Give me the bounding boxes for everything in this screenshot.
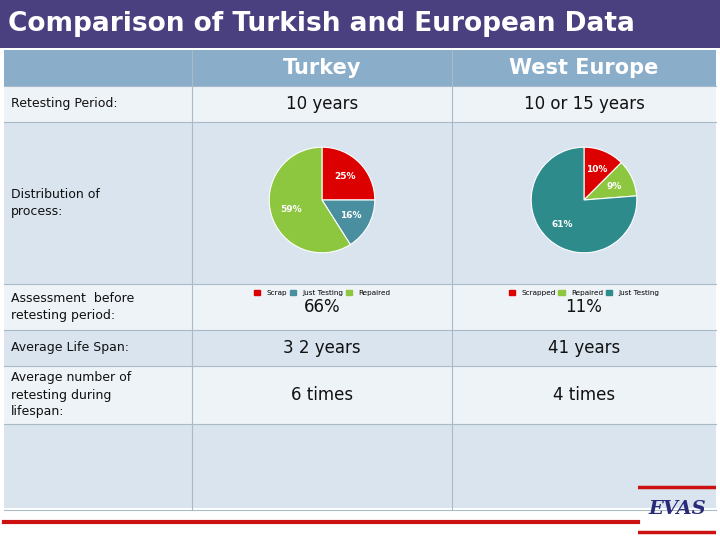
Text: 9%: 9% xyxy=(606,182,621,191)
Legend: Scrap, Just Testing, Repaired: Scrap, Just Testing, Repaired xyxy=(251,287,393,299)
Bar xyxy=(0,508,720,540)
Text: Comparison of Turkish and European Data: Comparison of Turkish and European Data xyxy=(8,11,635,37)
Bar xyxy=(4,86,716,122)
Text: Assessment  before
retesting period:: Assessment before retesting period: xyxy=(11,292,134,322)
Wedge shape xyxy=(584,163,636,200)
Text: 10 years: 10 years xyxy=(286,95,358,113)
Text: 16%: 16% xyxy=(340,211,361,220)
Text: 66%: 66% xyxy=(304,298,341,316)
Text: Retesting Period:: Retesting Period: xyxy=(11,98,117,111)
Bar xyxy=(4,122,716,284)
Text: 3 2 years: 3 2 years xyxy=(283,339,361,357)
Text: Turkey: Turkey xyxy=(283,58,361,78)
Wedge shape xyxy=(269,147,351,253)
Text: 61%: 61% xyxy=(551,220,572,228)
Text: Average Life Span:: Average Life Span: xyxy=(11,341,129,354)
Text: West Europe: West Europe xyxy=(509,58,659,78)
Text: 11%: 11% xyxy=(566,298,603,316)
Text: 4 times: 4 times xyxy=(553,386,615,404)
Wedge shape xyxy=(531,147,636,253)
Bar xyxy=(4,284,716,330)
Text: 10%: 10% xyxy=(586,165,607,174)
Text: 41 years: 41 years xyxy=(548,339,620,357)
Wedge shape xyxy=(322,200,375,245)
Bar xyxy=(0,0,720,48)
Text: EVAS: EVAS xyxy=(648,500,706,518)
Wedge shape xyxy=(584,147,621,200)
Wedge shape xyxy=(322,147,375,200)
Text: Average number of
retesting during
lifespan:: Average number of retesting during lifes… xyxy=(11,372,131,418)
Bar xyxy=(4,330,716,366)
Text: 10 or 15 years: 10 or 15 years xyxy=(523,95,644,113)
Text: 59%: 59% xyxy=(280,205,302,214)
Text: Distribution of
process:: Distribution of process: xyxy=(11,188,100,218)
Bar xyxy=(4,50,716,86)
Text: 25%: 25% xyxy=(334,172,356,181)
Bar xyxy=(4,366,716,424)
Text: 6 times: 6 times xyxy=(291,386,353,404)
Legend: Scrapped, Repaired, Just Testing: Scrapped, Repaired, Just Testing xyxy=(506,287,662,299)
Bar xyxy=(4,50,716,510)
